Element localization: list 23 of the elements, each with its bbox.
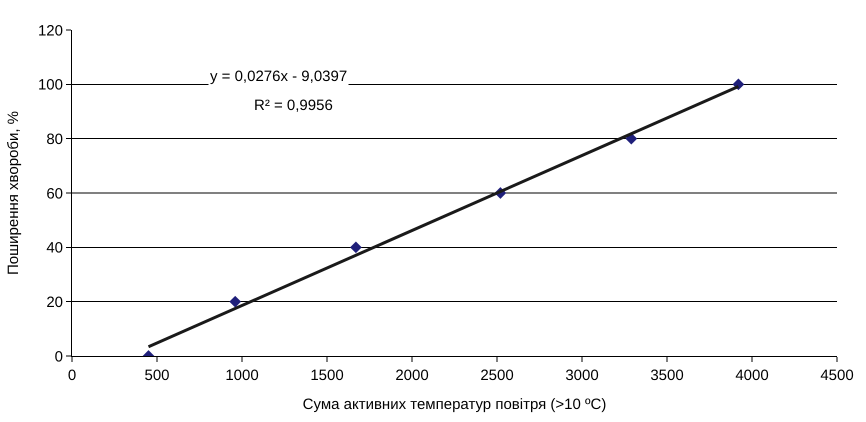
x-tick-label: 1500	[310, 367, 344, 384]
x-tick-label: 4000	[735, 367, 769, 384]
x-tick-label: 4500	[820, 367, 854, 384]
point	[350, 241, 362, 254]
y-tick-label: 20	[46, 294, 63, 311]
y-axis-title: Поширення хвороби, %	[5, 110, 22, 276]
point	[229, 296, 242, 308]
x-tick-label: 1000	[225, 367, 259, 384]
annotation: R² = 0,9956	[254, 97, 333, 114]
x-tick-label: 2000	[395, 367, 429, 384]
y-tick-label: 80	[46, 130, 63, 148]
y-tick-label: 100	[38, 76, 63, 94]
x-tick-label: 3000	[565, 367, 599, 384]
annotation: y = 0,0276x - 9,0397	[210, 68, 348, 85]
x-tick-label: 2500	[480, 367, 514, 384]
x-axis-title: Сума активних температур повітря (>10 ºC)	[302, 396, 606, 413]
y-tick-label: 60	[46, 185, 63, 202]
y-tick-label: 0	[54, 348, 63, 366]
x-tick-label: 0	[68, 367, 76, 384]
x-tick-label: 3500	[650, 367, 684, 384]
y-tick-label: 120	[38, 22, 63, 40]
y-tick-label: 40	[46, 240, 63, 257]
x-tick-label: 500	[144, 367, 170, 384]
